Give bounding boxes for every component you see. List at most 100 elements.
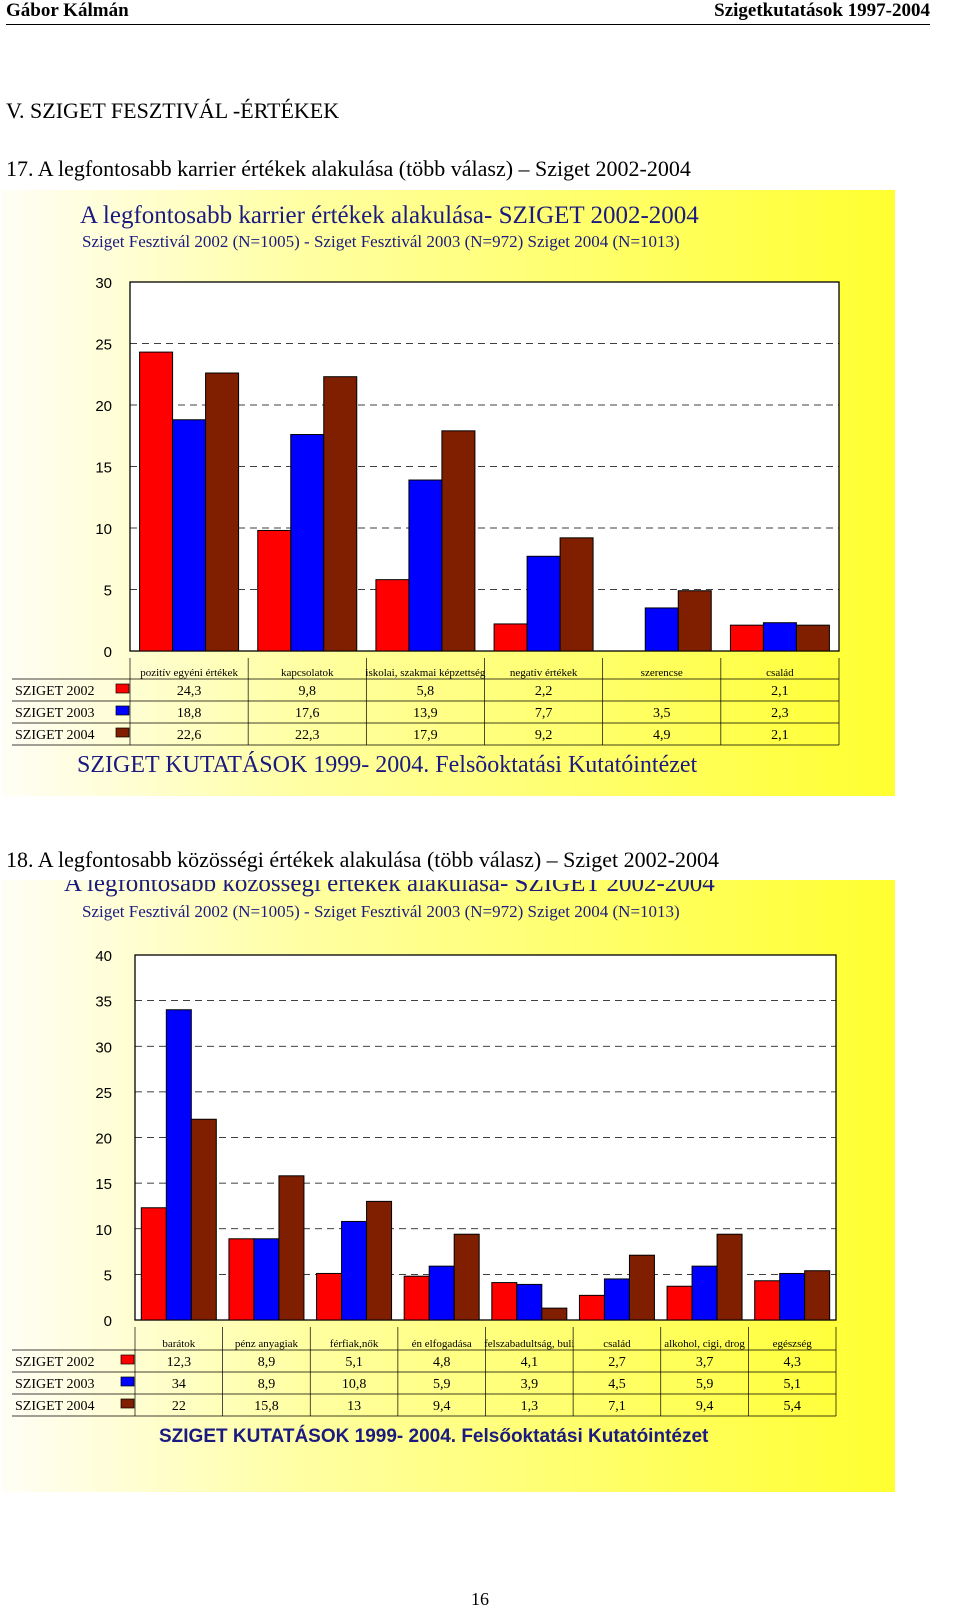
y-tick-label: 25 [95,337,112,354]
data-value-label: 22 [172,1399,186,1414]
chart-kozossegi-ertekek: A legfontosabb közösségi értékek alakulá… [2,880,895,1492]
bar [795,624,830,652]
bar [257,529,292,652]
chart-source-footer: SZIGET KUTATÁSOK 1999- 2004. Felsőoktatá… [159,1425,709,1447]
data-value-label: 5,4 [783,1399,801,1414]
data-value-label: 9,4 [433,1399,451,1414]
bar [559,537,594,652]
legend-series-name: SZIGET 2002 [15,684,94,699]
bar [677,590,712,652]
data-value-label: 17,9 [413,728,438,743]
data-value-label: 4,3 [783,1355,801,1370]
data-value-label: 12,3 [167,1355,192,1370]
data-value-label: 5,1 [345,1355,363,1370]
bar [172,419,207,652]
bar [278,1175,305,1321]
data-value-label: 10,8 [342,1377,367,1392]
data-value-label: 2,2 [535,684,553,699]
legend-series-name: SZIGET 2003 [15,706,94,721]
data-value-label: 5,9 [433,1377,451,1392]
data-value-label: 4,8 [433,1355,451,1370]
y-tick-label: 0 [104,1313,112,1330]
figure-caption-17: 17. A legfontosabb karrier értékek alaku… [6,156,691,181]
data-value-label: 8,9 [258,1377,276,1392]
data-value-label: 2,1 [771,684,789,699]
chart-svg-karrier: A legfontosabb karrier értékek alakulása… [12,202,840,778]
data-value-label: 7,7 [535,706,553,721]
bar [408,479,443,652]
data-value-label: 4,9 [653,728,671,743]
data-value-label: 22,6 [177,728,202,743]
bar [323,376,358,652]
data-value-label: 5,8 [417,684,435,699]
y-tick-label: 10 [95,521,112,538]
data-value-label: 18,8 [177,706,202,721]
data-value-label: 5,1 [783,1377,801,1392]
chart-subtitle: Sziget Fesztivál 2002 (N=1005) - Sziget … [82,232,680,251]
data-value-label: 8,9 [258,1355,276,1370]
bar [493,623,528,652]
y-tick-label: 5 [104,583,112,600]
x-category-label: kapcsolatok [281,667,334,679]
x-category-label: szerencse [641,667,683,679]
header-author: Gábor Kálmán [6,0,129,21]
header-title: Szigetkutatások 1997-2004 [714,0,930,21]
bar [253,1238,280,1321]
x-category-label: alkohol, cigi, drog [664,1338,745,1350]
bar [341,1220,368,1321]
data-value-label: 17,6 [295,706,320,721]
data-value-label: 3,7 [696,1355,714,1370]
y-tick-label: 0 [104,644,112,661]
data-value-label: 13,9 [413,706,438,721]
bar [491,1282,518,1321]
data-value-label: 1,3 [521,1399,539,1414]
bar [804,1270,831,1321]
x-category-label: egészség [773,1338,813,1350]
y-tick-label: 25 [95,1085,112,1102]
x-category-label: barátok [162,1338,195,1350]
x-category-label: család [766,667,794,679]
bar [754,1280,781,1321]
bar [578,1294,605,1321]
bar [205,372,240,652]
y-tick-label: 30 [95,1039,112,1056]
data-value-label: 5,9 [696,1377,714,1392]
data-value-label: 3,9 [521,1377,539,1392]
bar [666,1285,693,1321]
data-value-label: 2,7 [608,1355,626,1370]
data-value-label: 9,4 [696,1399,714,1414]
section-title: V. SZIGET FESZTIVÁL -ÉRTÉKEK [6,98,340,123]
legend-swatch [120,1354,135,1365]
data-value-label: 7,1 [608,1399,626,1414]
bar [316,1272,343,1321]
page-header: Gábor Kálmán Szigetkutatások 1997-2004 [6,0,930,25]
legend-swatch [115,683,130,694]
x-category-label: férfiak,nők [330,1338,379,1350]
legend-swatch [120,1398,135,1409]
legend-series-name: SZIGET 2004 [15,1399,94,1414]
data-value-label: 13 [347,1399,361,1414]
data-value-label: 2,1 [771,728,789,743]
bar [779,1272,806,1321]
chart-subtitle: Sziget Fesztivál 2002 (N=1005) - Sziget … [82,902,680,921]
data-value-label: 9,2 [535,728,553,743]
data-value-label: 24,3 [177,684,202,699]
x-category-label: iskolai, szakmai képzettség [365,667,486,679]
legend-swatch [115,705,130,716]
data-value-label: 15,8 [254,1399,279,1414]
page-number: 16 [471,1589,489,1609]
chart-karrier-ertekek: A legfontosabb karrier értékek alakulása… [2,190,895,796]
x-category-label: pozitív egyéni értékek [140,667,238,679]
y-tick-label: 35 [95,994,112,1011]
chart-title: A legfontosabb karrier értékek alakulása… [80,202,699,229]
x-category-label: én elfogadása [412,1338,472,1350]
y-tick-label: 15 [95,1176,112,1193]
y-tick-label: 5 [104,1267,112,1284]
bar [644,607,679,652]
chart-source-footer: SZIGET KUTATÁSOK 1999- 2004. Felsõoktatá… [77,752,698,778]
y-tick-label: 10 [95,1222,112,1239]
y-tick-label: 20 [95,398,112,415]
legend-series-name: SZIGET 2003 [15,1377,94,1392]
bar [762,622,797,652]
data-value-label: 2,3 [771,706,789,721]
